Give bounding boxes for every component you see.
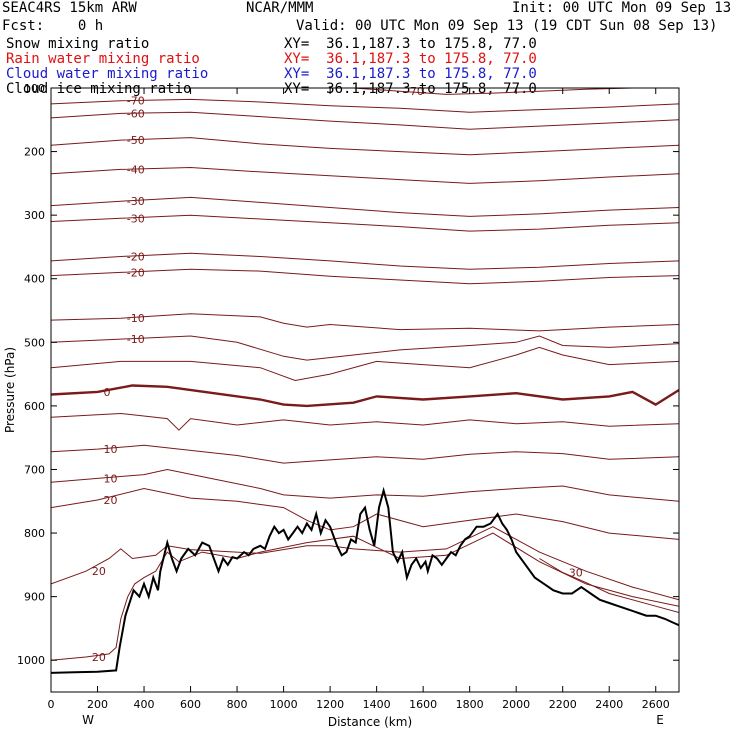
plot-frame — [50, 87, 680, 693]
y-tick-label: 900 — [24, 591, 45, 604]
isotherm-label: 20 — [104, 494, 118, 507]
x-tick-label: 400 — [134, 698, 155, 711]
isotherm-label: 30 — [569, 566, 583, 579]
y-tick-label: 400 — [24, 273, 45, 286]
isotherm-layer: -70-70-60-50-40-30-30-20-20-10-100101020… — [51, 85, 679, 664]
y-tick-label: 300 — [24, 209, 45, 222]
x-tick-label: 2000 — [502, 698, 530, 711]
isotherm-label: -10 — [127, 333, 145, 346]
isotherm-label: -40 — [127, 163, 145, 176]
x-tick-label: 2600 — [642, 698, 670, 711]
isotherm-line — [539, 558, 679, 613]
y-tick-label: 700 — [24, 463, 45, 476]
org-label: NCAR/MMM — [246, 0, 314, 16]
west-label: W — [82, 713, 94, 727]
field-name-cloud-ice: Cloud ice mixing ratio — [6, 81, 192, 97]
isotherm-line — [51, 468, 679, 502]
field-xy-cloud-water: XY= 36.1,187.3 to 175.8, 77.0 — [284, 66, 537, 82]
field-name-snow: Snow mixing ratio — [6, 36, 150, 52]
isotherm-line — [51, 268, 679, 285]
isotherm-label: 20 — [92, 565, 106, 578]
x-tick-label: 1600 — [409, 698, 437, 711]
x-tick-label: 2400 — [595, 698, 623, 711]
field-xy-snow: XY= 36.1,187.3 to 175.8, 77.0 — [284, 36, 537, 52]
isotherm-line — [51, 98, 679, 113]
isotherm-line — [51, 526, 679, 601]
isotherm-label: 10 — [104, 472, 118, 485]
isotherm-label: 10 — [104, 443, 118, 456]
terrain-layer — [51, 486, 679, 674]
x-tick-label: 1800 — [456, 698, 484, 711]
field-xy-rain: XY= 36.1,187.3 to 175.8, 77.0 — [284, 51, 537, 67]
x-tick-label: 0 — [48, 698, 55, 711]
isotherm-line — [51, 166, 679, 184]
isotherm-line — [51, 137, 679, 156]
terrain-line — [51, 486, 679, 674]
isotherm-label: -30 — [127, 212, 145, 225]
model-title: SEAC4RS 15km ARW — [2, 0, 137, 16]
isotherm-label: -50 — [127, 134, 145, 147]
isotherm-label: -20 — [127, 250, 145, 263]
isotherm-line — [51, 196, 679, 217]
x-tick-label: 800 — [227, 698, 248, 711]
isotherm-line — [51, 532, 679, 661]
isotherm-line — [51, 346, 679, 382]
isotherm-line — [51, 313, 679, 332]
isotherm-line — [51, 412, 679, 431]
isotherm-label: 0 — [104, 386, 111, 399]
isotherm-line — [51, 111, 679, 130]
y-tick-label: 800 — [24, 527, 45, 540]
isotherm-label: -60 — [127, 107, 145, 120]
isotherm-line — [51, 335, 679, 361]
isotherm-line — [51, 252, 679, 270]
y-axis-label: Pressure (hPa) — [3, 347, 17, 433]
axis-layer: 0 200 400 600 800 1000 1200 1400 1600 1800 2000 220… — [17, 82, 679, 711]
forecast-hour: Fcst: 0 h — [2, 18, 104, 34]
x-axis-label: Distance (km) — [328, 715, 412, 729]
init-time: Init: 00 UTC Mon 09 Sep 13 — [512, 0, 732, 16]
x-tick-label: 600 — [180, 698, 201, 711]
valid-time: Valid: 00 UTC Mon 09 Sep 13 (19 CDT Sun … — [296, 18, 718, 34]
east-label: E — [656, 713, 664, 727]
field-name-rain: Rain water mixing ratio — [6, 51, 200, 67]
isotherm-label: -10 — [127, 312, 145, 325]
y-tick-label: 1000 — [17, 654, 45, 667]
y-tick-label: 500 — [24, 336, 45, 349]
x-tick-label: 2200 — [549, 698, 577, 711]
field-name-cloud-water: Cloud water mixing ratio — [6, 66, 209, 82]
x-tick-label: 1400 — [363, 698, 391, 711]
isotherm-line — [51, 444, 679, 464]
isotherm-label: -70 — [406, 85, 424, 98]
x-tick-label: 200 — [87, 698, 108, 711]
x-tick-label: 1000 — [270, 698, 298, 711]
y-tick-label: 600 — [24, 400, 45, 413]
isotherm-label: -20 — [127, 266, 145, 279]
isotherm-label: 20 — [92, 651, 106, 664]
y-tick-label: 100 — [24, 82, 45, 95]
isotherm-label: -30 — [127, 195, 145, 208]
isotherm-line — [51, 384, 679, 408]
isotherm-line — [51, 214, 679, 232]
x-tick-label: 1200 — [316, 698, 344, 711]
y-tick-label: 200 — [24, 146, 45, 159]
isotherm-line — [51, 487, 679, 540]
isotherm-label: -70 — [127, 95, 145, 108]
